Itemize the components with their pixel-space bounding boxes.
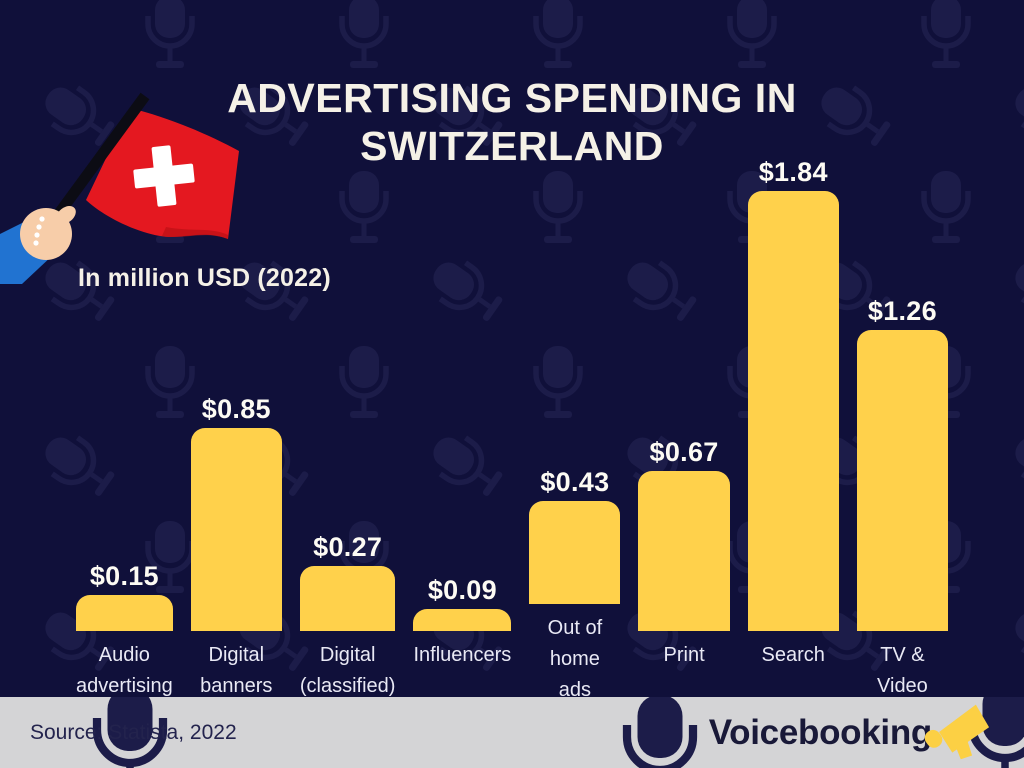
bar-value-label: $0.85	[201, 394, 271, 424]
bar-category-label: Out of home ads	[547, 617, 603, 701]
bar-group: $1.26 TV & Video	[856, 131, 948, 706]
bar	[638, 471, 730, 631]
bar	[299, 566, 396, 631]
bar-category-label: Digital (classified)	[299, 644, 396, 697]
bar-category-label: Print	[663, 644, 705, 666]
bar-value-label: $1.84	[758, 157, 828, 187]
megaphone-icon	[924, 704, 990, 759]
bar-value-label: $0.09	[427, 575, 497, 605]
bar-value-label: $0.43	[540, 467, 610, 497]
bar	[190, 428, 282, 631]
bar-value-label: $0.27	[313, 532, 383, 562]
source-note: Source: Statista, 2022	[30, 720, 237, 744]
page-title: ADVERTISING SPENDING IN SWITZERLAND	[0, 74, 1024, 170]
bar	[856, 330, 948, 631]
bar-chart: $0.15 Audio advertising $0.85 Digital banne…	[76, 131, 948, 706]
bar-group: $0.43 Out of home ads	[529, 131, 621, 706]
bar-group: $0.67 Print	[638, 131, 730, 706]
switzerland-flag	[0, 92, 239, 284]
footer: Source: Statista, 2022 Voicebooking	[0, 697, 1024, 768]
bar-category-label: Audio advertising	[76, 644, 173, 697]
bar-group: $0.15 Audio advertising	[76, 131, 173, 706]
bar-category-label: TV & Video	[877, 644, 928, 697]
bar	[76, 595, 173, 631]
bar-value-label: $0.15	[89, 561, 159, 591]
bar-group: $1.84 Search	[747, 131, 839, 706]
page-title-line1: ADVERTISING SPENDING IN	[227, 75, 797, 121]
bar-group: $0.85 Digital banners	[190, 131, 282, 706]
bar-category-label: Digital banners	[200, 644, 273, 697]
bar-category-label: Influencers	[413, 644, 512, 666]
bar	[747, 191, 839, 631]
bar-group: $0.09 Influencers	[413, 131, 512, 706]
chart-unit-label: In million USD (2022)	[78, 264, 331, 292]
page-title-line2: SWITZERLAND	[360, 123, 664, 169]
bar	[529, 501, 621, 604]
bar-category-label: Search	[761, 644, 825, 666]
bar-value-label: $0.67	[649, 437, 719, 467]
brand-logo: Voicebooking	[709, 703, 990, 763]
bar-value-label: $1.26	[867, 296, 937, 326]
bar	[413, 609, 512, 631]
brand-name: Voicebooking	[708, 712, 933, 752]
bar-group: $0.27 Digital (classified)	[299, 131, 396, 706]
